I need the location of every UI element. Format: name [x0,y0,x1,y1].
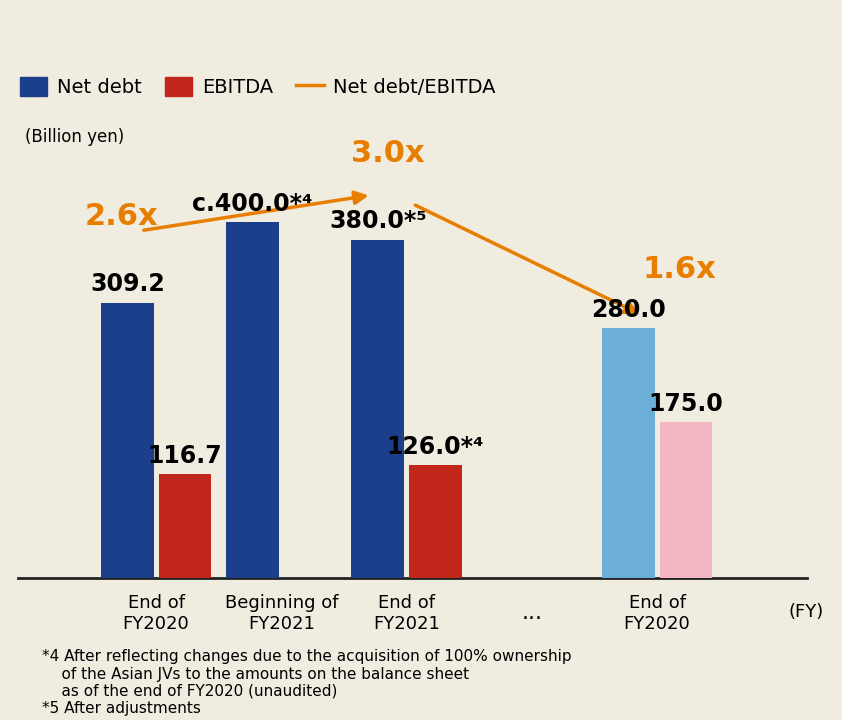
Text: 1.6x: 1.6x [642,255,717,284]
Bar [351,240,404,577]
Bar [101,302,153,577]
Text: ...: ... [521,603,542,623]
Text: 175.0: 175.0 [648,392,723,415]
Text: 126.0*⁴: 126.0*⁴ [386,435,484,459]
Text: 116.7: 116.7 [147,444,222,467]
Text: c.400.0*⁴: c.400.0*⁴ [192,192,312,215]
Text: 2.6x: 2.6x [84,202,157,230]
Text: *4 After reflecting changes due to the acquisition of 100% ownership
    of the : *4 After reflecting changes due to the a… [42,649,572,716]
Bar [158,474,211,577]
Text: 380.0*⁵: 380.0*⁵ [329,210,427,233]
Text: (FY): (FY) [788,603,823,621]
Text: 3.0x: 3.0x [351,140,424,168]
Text: 309.2: 309.2 [90,272,165,297]
Text: (Billion yen): (Billion yen) [24,128,124,146]
Bar [409,465,461,577]
Legend: Net debt, EBITDA, Net debt/EBITDA: Net debt, EBITDA, Net debt/EBITDA [13,69,504,104]
Bar [602,328,654,577]
Text: 280.0: 280.0 [591,298,665,323]
Bar [659,422,712,577]
Bar [226,222,279,577]
